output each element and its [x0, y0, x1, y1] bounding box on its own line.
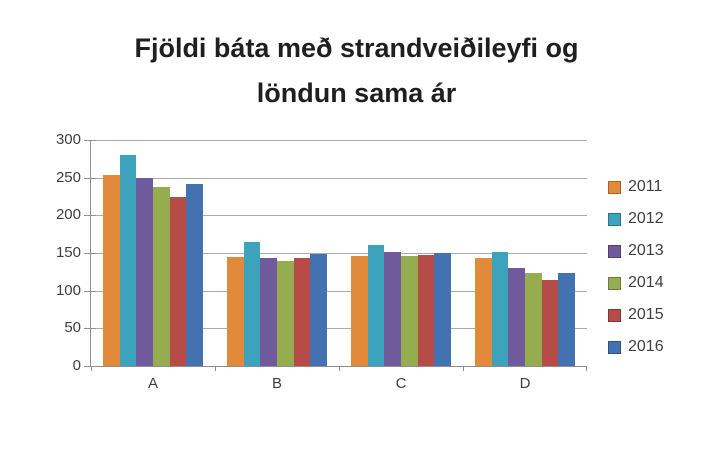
y-axis-tick-300 [84, 140, 96, 141]
bar-C-2014 [401, 256, 418, 366]
x-axis-tick-1 [215, 366, 216, 371]
y-axis-tick-50 [84, 328, 96, 330]
y-axis-tick-250 [84, 177, 96, 179]
bar-B-2011 [227, 256, 244, 366]
gridline-300 [91, 140, 587, 141]
bar-B-2013 [260, 257, 277, 366]
legend-item-2014: 2014 [608, 274, 664, 292]
y-axis-label-250: 250 [55, 168, 81, 186]
legend-label-2015: 2015 [628, 306, 664, 323]
legend-swatch-icon [608, 180, 621, 194]
bar-D-2016 [558, 273, 575, 366]
y-axis-tick-200 [84, 215, 96, 217]
legend: 2011 2012 2013 2014 2015 2016 [608, 178, 664, 356]
bar-A-2011 [103, 175, 120, 366]
bar-A-2014 [153, 186, 170, 366]
bar-C-2011 [351, 256, 368, 366]
y-axis-tick-0 [84, 366, 96, 367]
legend-label-2013: 2013 [628, 242, 664, 259]
legend-item-2011: 2011 [608, 178, 664, 196]
bar-C-2012 [367, 245, 385, 366]
gridline-50 [91, 328, 587, 330]
y-axis-label-50: 50 [64, 319, 81, 337]
legend-swatch-icon [608, 244, 621, 258]
chart-title-line-2: löndun sama ár [256, 78, 457, 108]
gridline-200 [91, 215, 587, 217]
x-axis-tick-2 [339, 366, 340, 371]
legend-item-2016: 2016 [608, 338, 664, 356]
legend-swatch-icon [608, 308, 621, 322]
x-axis-label-A: A [147, 375, 159, 392]
bar-A-2015 [169, 196, 187, 366]
bar-D-2011 [475, 258, 492, 366]
gridline-100 [91, 290, 587, 292]
bar-B-2015 [293, 258, 311, 366]
x-axis-label-B: B [271, 375, 283, 392]
bar-B-2014 [277, 260, 294, 366]
bar-A-2016 [186, 183, 203, 366]
chart-title: Fjöldi báta með strandveiðileyfi og lönd… [0, 26, 713, 116]
legend-item-2013: 2013 [608, 242, 664, 260]
bar-A-2013 [136, 177, 153, 366]
bar-D-2014 [525, 272, 542, 366]
bar-B-2012 [243, 242, 261, 366]
bar-C-2013 [384, 251, 401, 366]
legend-label-2014: 2014 [628, 274, 664, 291]
bar-D-2013 [508, 268, 525, 366]
x-axis-label-C: C [395, 375, 407, 392]
legend-swatch-icon [608, 340, 621, 354]
x-axis-label-D: D [519, 375, 531, 392]
x-axis-tick-0 [91, 366, 92, 371]
bar-D-2012 [491, 252, 509, 366]
chart-title-line-1: Fjöldi báta með strandveiðileyfi og [134, 33, 579, 63]
legend-swatch-icon [608, 276, 621, 290]
plot-area: 0 50 100 150 200 250 300 A B C D [56, 132, 587, 392]
legend-label-2012: 2012 [628, 210, 664, 227]
bar-C-2015 [417, 254, 435, 366]
bar-D-2015 [541, 280, 559, 366]
legend-label-2016: 2016 [628, 338, 664, 355]
y-axis-label-200: 200 [55, 206, 81, 224]
gridline-150 [91, 253, 587, 254]
y-axis-label-100: 100 [55, 281, 81, 299]
legend-item-2012: 2012 [608, 210, 664, 228]
legend-label-2011: 2011 [628, 178, 663, 195]
bar-A-2012 [119, 155, 137, 366]
x-axis-tick-3 [463, 366, 464, 371]
bar-B-2016 [310, 253, 327, 366]
legend-swatch-icon [608, 212, 621, 226]
bar-C-2016 [434, 253, 451, 366]
y-axis-tick-150 [84, 253, 96, 254]
y-axis-label-150: 150 [55, 244, 81, 261]
y-axis-tick-100 [84, 290, 96, 292]
x-axis-tick-4 [586, 366, 587, 371]
gridline-250 [91, 177, 587, 179]
legend-item-2015: 2015 [608, 306, 664, 324]
y-axis-label-0: 0 [72, 357, 81, 374]
y-axis-label-300: 300 [55, 131, 81, 148]
